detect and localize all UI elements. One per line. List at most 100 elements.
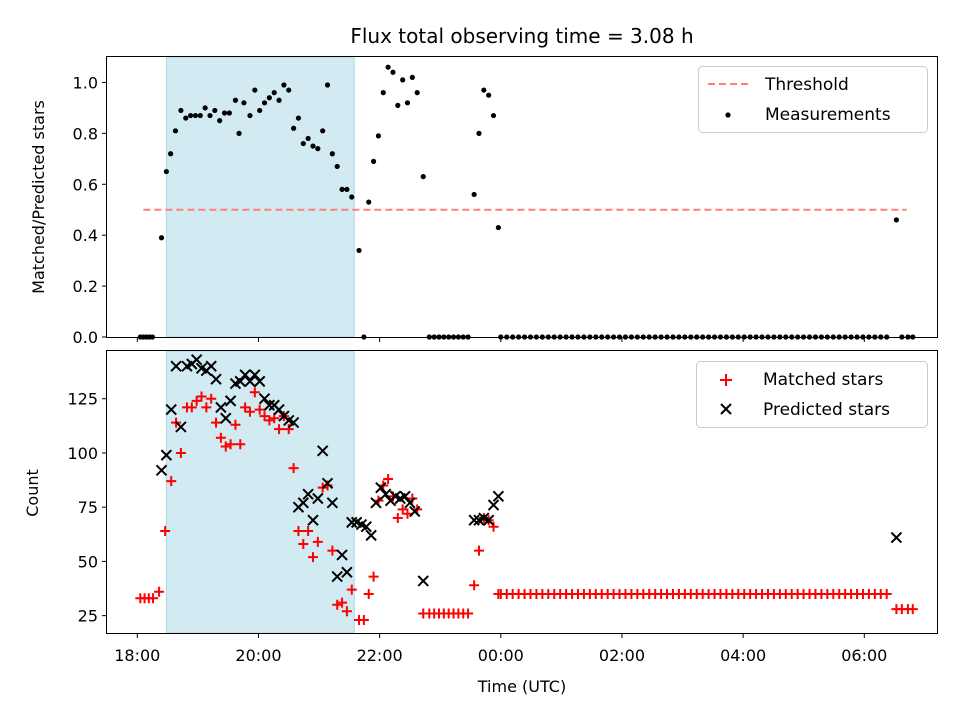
predicted-star-point <box>404 497 416 509</box>
predicted-star-point <box>417 575 429 587</box>
measurement-point <box>320 128 326 134</box>
measurement-point <box>197 112 203 119</box>
predicted-star-point <box>346 516 358 529</box>
predicted-star-point <box>210 373 222 385</box>
x-axis-label: Time (UTC) <box>477 677 566 696</box>
matched-star-point <box>488 521 499 532</box>
matched-star-point <box>206 393 217 404</box>
chart-title: Flux total observing time = 3.08 h <box>350 24 693 48</box>
matched-star-point <box>463 608 474 619</box>
measurement-point <box>252 87 258 93</box>
bottom-y-axis-label: Count <box>23 469 42 517</box>
matched-star-point <box>274 424 285 435</box>
y-tick-label: 0.4 <box>73 226 98 245</box>
predicted-star-point <box>379 488 392 500</box>
top-plot-frame <box>106 56 938 338</box>
predicted-star-point <box>249 369 261 381</box>
measurement-point <box>217 118 223 124</box>
top-shaded-span <box>165 56 355 338</box>
matched-star-point <box>337 597 348 608</box>
measurement-point <box>366 199 372 205</box>
measurement-point <box>172 128 179 134</box>
matched-star-point <box>196 391 207 402</box>
measurement-point <box>334 163 340 170</box>
matched-star-point <box>235 439 246 450</box>
predicted-star-point <box>258 393 271 405</box>
measurement-point <box>471 191 477 198</box>
matched-star-point <box>244 406 255 417</box>
predicted-star-point <box>321 477 334 490</box>
measurement-point <box>266 95 272 101</box>
predicted-star-point <box>482 514 495 526</box>
predicted-star-point <box>360 521 373 533</box>
matched-star-point <box>363 588 374 599</box>
matched-star-point <box>341 606 352 617</box>
measurement-point <box>486 92 492 98</box>
y-tick-label: 1.0 <box>73 73 98 92</box>
matched-star-point <box>269 413 280 424</box>
measurement-point <box>168 151 174 157</box>
predicted-star-point <box>302 488 314 500</box>
predicted-star-point <box>205 360 217 372</box>
y-tick-label: 50 <box>78 552 98 571</box>
measurement-point <box>400 77 406 83</box>
matched-star-point <box>397 504 408 515</box>
bottom-axes: 25 50 75 100 125 18:00 20:00 22:00 00:00 02:00 04:… <box>67 390 887 665</box>
measurement-point <box>310 143 316 149</box>
predicted-star-point <box>273 403 285 416</box>
measurement-point <box>370 158 377 164</box>
y-tick-label: 75 <box>78 498 98 517</box>
measurement-point <box>349 194 355 200</box>
matched-star-point <box>307 552 318 563</box>
top-panel: Flux total observing time = 3.08 h 0.0 0.… <box>29 24 938 347</box>
top-legend: Threshold Measurements <box>698 66 928 133</box>
measurement-point <box>476 130 482 136</box>
y-tick-label: 100 <box>67 444 98 463</box>
predicted-star-point <box>297 497 309 509</box>
bottom-panel: 25 50 75 100 125 18:00 20:00 22:00 00:00 02:00 04:… <box>23 350 938 696</box>
predicted-star-point <box>312 492 324 505</box>
predicted-star-point <box>215 401 227 414</box>
x-tick-label: 04:00 <box>720 646 766 665</box>
measurement-point <box>344 186 350 192</box>
matched-star-point <box>166 476 177 487</box>
predicted-star-point <box>253 375 266 388</box>
predicted-star-point <box>224 395 237 407</box>
predicted-star-point <box>287 416 300 429</box>
measurement-point <box>305 135 311 142</box>
predicted-star-point <box>487 499 500 511</box>
measurement-point <box>286 87 292 93</box>
threshold-legend-label: Threshold <box>764 75 849 95</box>
x-tick-label: 00:00 <box>478 646 524 665</box>
measurement-point <box>271 90 277 96</box>
x-tick-label: 06:00 <box>841 646 887 665</box>
measurement-point <box>295 115 302 121</box>
matched-star-point <box>160 526 171 537</box>
bottom-marks <box>135 353 918 625</box>
matched-star-point <box>249 387 260 398</box>
matched-star-point <box>191 395 202 406</box>
matched-star-point <box>407 493 418 504</box>
measurement-point <box>324 82 331 88</box>
matched-star-point <box>230 419 241 430</box>
y-tick-label: 0.0 <box>73 328 98 347</box>
matched-star-point <box>283 424 294 435</box>
predicted-star-point <box>160 449 173 461</box>
matched-star-point <box>303 526 314 537</box>
y-tick-label: 0.2 <box>73 277 98 296</box>
matched-legend-label: Matched stars <box>763 370 883 390</box>
measurement-point <box>163 168 169 175</box>
measurement-point <box>329 151 335 157</box>
measurement-point <box>375 133 382 139</box>
predicted-star-point <box>220 412 232 424</box>
predicted-star-point <box>890 531 903 544</box>
x-tick-label: 02:00 <box>599 646 645 665</box>
predicted-star-point <box>263 399 276 411</box>
matched-star-point <box>211 417 222 428</box>
matched-star-point <box>175 447 186 458</box>
matched-star-point <box>881 588 892 599</box>
matched-star-point <box>473 545 484 556</box>
matched-star-point <box>215 432 226 443</box>
matched-legend-marker <box>720 374 732 386</box>
